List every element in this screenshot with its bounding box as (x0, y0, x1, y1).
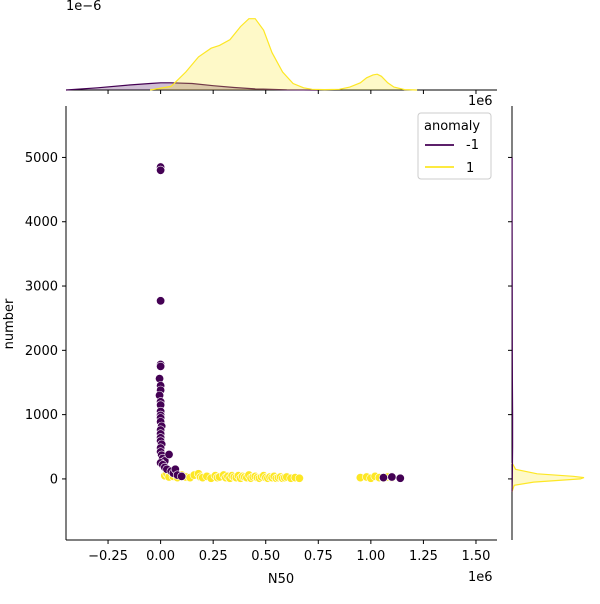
scatter-point-anomaly-1 (294, 473, 304, 483)
y-tick-label: 1000 (25, 408, 58, 423)
y-tick-label: 0 (50, 472, 58, 487)
x-tick-label: 0.00 (146, 549, 175, 564)
scatter-point-anomaly-neg1 (395, 473, 405, 483)
x-axis-ticks: −0.25 0.00 0.25 0.50 0.75 1.00 1.25 1.50 (88, 90, 490, 564)
main-axes (65, 106, 497, 541)
legend-label-anomaly-1: 1 (466, 161, 474, 176)
y-axis-label: number (2, 298, 17, 349)
x-offset-label-bottom: 1e6 (468, 570, 493, 585)
y-tick-label: 4000 (25, 215, 58, 230)
right-kde-line-anomaly-1 (511, 462, 585, 492)
x-tick-label: 1.25 (409, 549, 438, 564)
scatter-point-anomaly-neg1 (156, 296, 166, 306)
legend-label-anomaly-neg1: -1 (466, 138, 479, 153)
top-kde-fill-anomaly-1 (150, 18, 418, 91)
y-axis-ticks: 0 1000 2000 3000 4000 5000 (25, 151, 512, 487)
right-marginal-kde (511, 106, 585, 540)
legend-title: anomaly (424, 119, 480, 134)
top-kde-line-anomaly-neg1 (65, 82, 319, 91)
scatter-points (155, 162, 405, 483)
x-tick-label: 1.50 (461, 549, 490, 564)
top-kde-line-anomaly-1 (149, 18, 418, 91)
x-tick-label: 1.00 (356, 549, 385, 564)
right-kde-line-anomaly-neg1 (511, 157, 514, 492)
scatter-point-anomaly-neg1 (387, 472, 397, 482)
scatter-point-anomaly-neg1 (378, 473, 388, 483)
y-tick-label: 5000 (25, 151, 58, 166)
scatter-point-anomaly-neg1 (177, 471, 187, 481)
x-offset-label-top: 1e6 (468, 94, 493, 109)
scatter-point-anomaly-neg1 (156, 165, 166, 175)
scatter-point-anomaly-neg1 (156, 361, 166, 371)
top-marginal-kde (65, 18, 497, 91)
x-axis-label: N50 (268, 572, 294, 587)
x-tick-label: 0.25 (199, 549, 228, 564)
x-tick-label: −0.25 (88, 549, 128, 564)
x-tick-label: 0.50 (251, 549, 280, 564)
scatter-point-anomaly-neg1 (164, 449, 174, 459)
legend-box (417, 112, 492, 180)
x-tick-label: 0.75 (304, 549, 333, 564)
y-tick-label: 2000 (25, 344, 58, 359)
top-marginal-offset-label: 1e−6 (66, 0, 101, 14)
legend: anomaly -1 1 (417, 112, 492, 180)
top-kde-fill-anomaly-neg1 (66, 82, 319, 90)
right-kde-fill-anomaly-1 (512, 462, 584, 492)
y-tick-label: 3000 (25, 280, 58, 295)
